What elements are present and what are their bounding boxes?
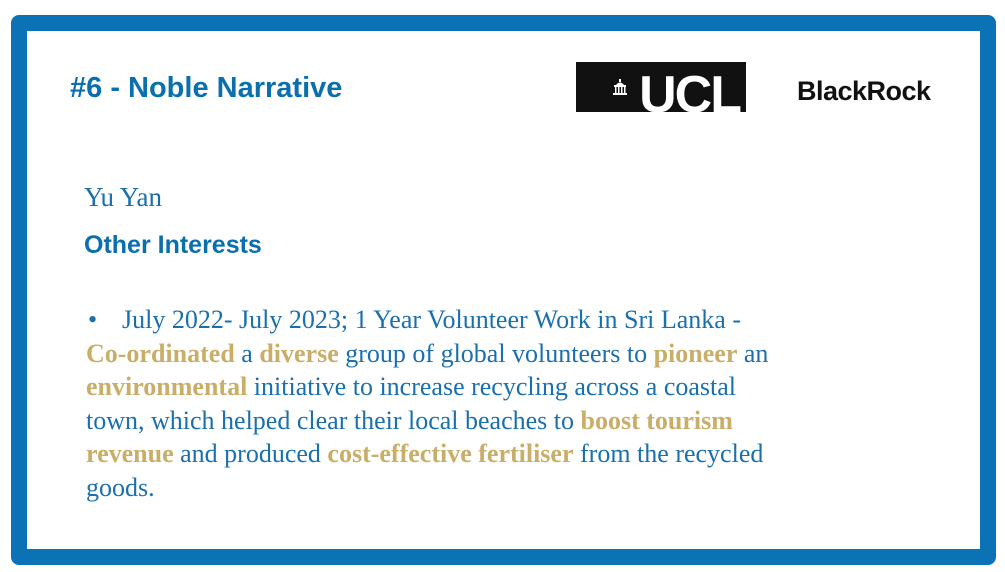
text-segment: initiative to increase recycling across … [247,372,737,401]
highlighted-keyword: environmental [86,372,248,401]
text-line: town, which helped clear their local bea… [86,404,768,438]
text-segment: town, which helped clear their local bea… [86,405,581,435]
text-line: • July 2022- July 2023; 1 Year Volunteer … [86,303,768,337]
highlighted-keyword: cost-effective fertiliser [327,439,574,468]
highlighted-keyword: boost tourism [580,405,733,435]
text-segment: and produced [173,439,328,468]
text-line: revenue and produced cost-effective fert… [86,437,768,471]
bullet-text: • July 2022- July 2023; 1 Year Volunteer … [86,303,768,504]
text-line: Co-ordinated a diverse group of global v… [86,337,768,371]
text-segment: an [737,338,769,368]
bullet-icon: • [88,305,98,334]
ucl-logo: UCL [576,62,746,121]
text-segment: a [234,338,260,368]
highlighted-keyword: revenue [86,439,174,468]
text-line: goods. [86,471,768,505]
person-name: Yu Yan [84,182,163,212]
highlighted-keyword: diverse [259,338,339,368]
text-segment: group of global volunteers to [338,338,654,368]
building-icon [613,79,627,95]
section-heading: Other Interests [84,231,262,259]
slide-frame [11,15,996,565]
text-segment: July 2022- July 2023; 1 Year Volunteer W… [122,305,741,334]
highlighted-keyword: Co-ordinated [86,338,235,368]
text-segment: goods. [86,472,155,502]
blackrock-logo: BlackRock [797,76,931,106]
text-segment: from the recycled [573,439,764,468]
highlighted-keyword: pioneer [653,338,738,368]
slide-title: #6 - Noble Narrative [70,72,343,104]
text-line: environmental initiative to increase rec… [86,370,768,404]
